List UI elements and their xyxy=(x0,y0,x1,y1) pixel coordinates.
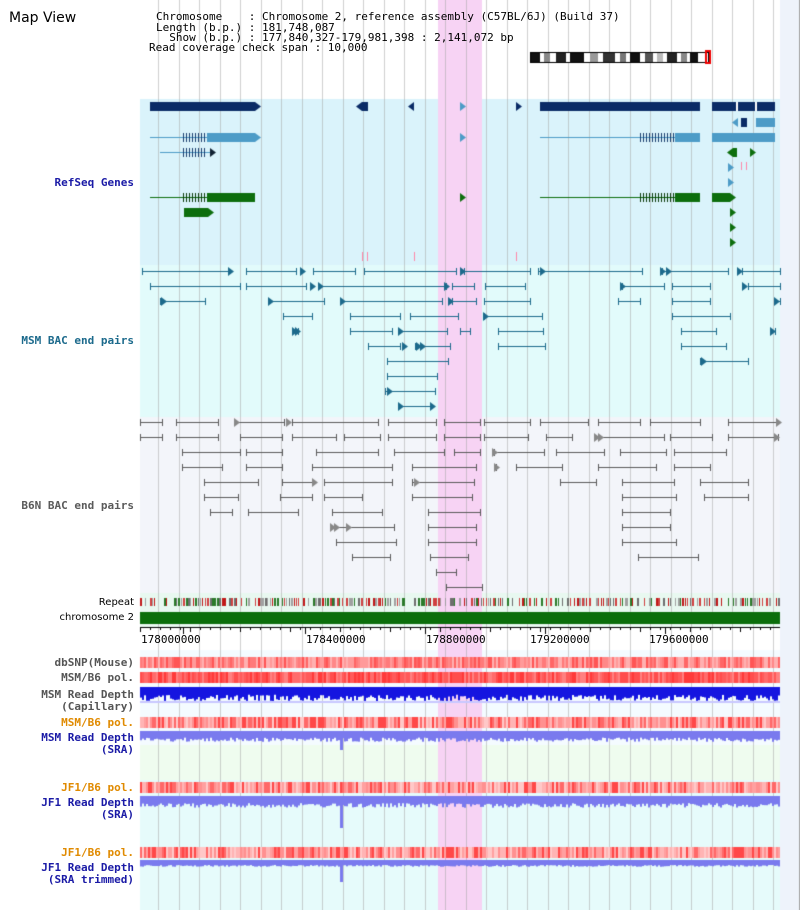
msm-depth-capillary-label: MSM Read Depth xyxy=(41,688,134,701)
header-show: Show (b.p.) : 177,840,327-179,981,398 : … xyxy=(156,31,514,44)
msm-pol2-label: MSM/B6 pol. xyxy=(61,716,134,729)
header-coverage: Read coverage check span : 10,000 xyxy=(149,41,368,54)
repeat-label: Repeat xyxy=(98,597,134,608)
msm-pol-label: MSM/B6 pol. xyxy=(61,671,134,684)
msm-depth-capillary-sub: (Capillary) xyxy=(61,700,134,713)
tick-label: 178800000 xyxy=(426,633,486,646)
jf1-pol2-label: JF1/B6 pol. xyxy=(61,846,134,859)
chromosome-label: chromosome 2 xyxy=(59,612,134,623)
page-title: Map View xyxy=(9,10,77,26)
refseq-genes-label: RefSeq Genes xyxy=(54,176,134,189)
jf1-depth-sub: (SRA) xyxy=(100,808,134,821)
msm-depth-sra-sub: (SRA) xyxy=(100,743,134,756)
tick-label: 178000000 xyxy=(141,633,201,646)
b6n-bac-label: B6N BAC end pairs xyxy=(21,499,134,512)
header-length: Length (b.p.) : 181,748,087 xyxy=(156,21,335,34)
msm-depth-sra-label: MSM Read Depth xyxy=(41,731,134,744)
jf1-trim-sub: (SRA trimmed) xyxy=(47,873,134,886)
tick-label: 178400000 xyxy=(306,633,366,646)
jf1-depth-label: JF1 Read Depth xyxy=(41,796,134,809)
jf1-pol-label: JF1/B6 pol. xyxy=(61,781,134,794)
header-chromosome: Chromosome : Chromosome 2, reference ass… xyxy=(156,10,620,23)
dbsnp-label: dbSNP(Mouse) xyxy=(54,656,134,669)
tick-label: 179600000 xyxy=(649,633,709,646)
tick-label: 179200000 xyxy=(530,633,590,646)
msm-bac-label: MSM BAC end pairs xyxy=(21,334,134,347)
jf1-trim-label: JF1 Read Depth xyxy=(41,861,134,874)
